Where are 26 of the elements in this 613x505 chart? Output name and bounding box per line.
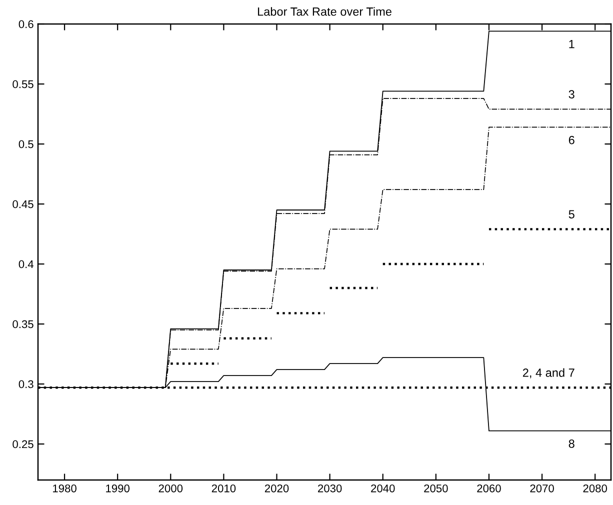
y-tick-label: 0.6 xyxy=(18,20,34,28)
x-tick-label: 2020 xyxy=(264,484,289,492)
series-label: 1 xyxy=(569,40,574,48)
y-tick-label: 0.3 xyxy=(18,380,34,388)
y-tick-label: 0.4 xyxy=(18,260,34,268)
x-tick-label: 2060 xyxy=(477,484,501,492)
x-tick-label: 2000 xyxy=(158,484,183,492)
x-tick-label: 2040 xyxy=(371,484,395,492)
x-tick-label: 2070 xyxy=(530,484,554,492)
x-tick-label: 1980 xyxy=(53,484,76,492)
series-label: 3 xyxy=(568,90,574,98)
y-tick-label: 0.25 xyxy=(12,440,34,448)
y-tick-label: 0.35 xyxy=(12,320,34,328)
x-tick-label: 1990 xyxy=(106,484,130,492)
chart-title: Labor Tax Rate over Time xyxy=(258,7,392,16)
series-label: 2, 4 and 7 xyxy=(522,368,574,378)
x-tick-label: 2030 xyxy=(318,484,342,492)
x-tick-label: 2050 xyxy=(424,484,448,492)
y-tick-label: 0.55 xyxy=(12,80,34,88)
y-tick-label: 0.5 xyxy=(18,140,34,148)
y-tick-label: 0.45 xyxy=(12,200,34,208)
series-label: 6 xyxy=(568,136,574,144)
x-tick-label: 2080 xyxy=(583,484,608,492)
x-tick-label: 2010 xyxy=(212,484,236,492)
series-label: 5 xyxy=(568,210,574,218)
series-label: 8 xyxy=(568,440,574,448)
